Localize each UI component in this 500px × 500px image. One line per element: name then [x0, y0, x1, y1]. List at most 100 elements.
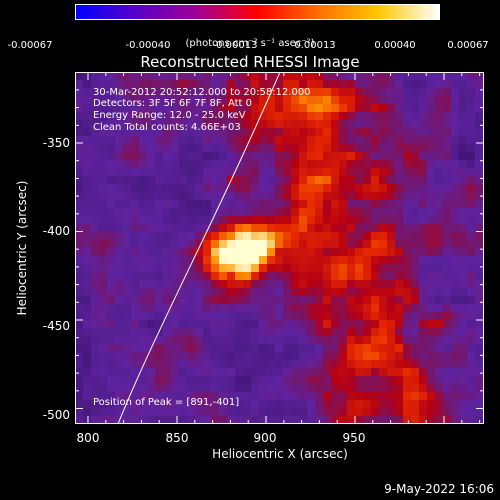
heatmap-cell: [123, 272, 132, 281]
heatmap-cell: [427, 128, 436, 137]
heatmap-cell: [347, 256, 356, 265]
heatmap-cell: [403, 168, 412, 177]
heatmap-cell: [115, 296, 124, 305]
heatmap-cell: [459, 224, 468, 233]
heatmap-cell: [147, 216, 156, 225]
heatmap-cell: [371, 408, 380, 417]
heatmap-cell: [379, 352, 388, 361]
heatmap-cell: [331, 280, 340, 289]
heatmap-cell: [155, 216, 164, 225]
heatmap-cell: [283, 376, 292, 385]
heatmap-cell: [131, 240, 140, 249]
heatmap-cell: [83, 368, 92, 377]
heatmap-cell: [323, 288, 332, 297]
heatmap-cell: [411, 72, 420, 81]
heatmap-cell: [427, 328, 436, 337]
heatmap-cell: [179, 400, 188, 409]
heatmap-cell: [155, 176, 164, 185]
heatmap-cell: [131, 264, 140, 273]
heatmap-cell: [427, 296, 436, 305]
heatmap-cell: [371, 104, 380, 113]
heatmap-cell: [211, 136, 220, 145]
heatmap-cell: [243, 416, 252, 424]
heatmap-cell: [307, 336, 316, 345]
heatmap-cell: [419, 328, 428, 337]
heatmap-cell: [371, 72, 380, 81]
heatmap-cell: [435, 384, 444, 393]
heatmap-cell: [355, 80, 364, 89]
heatmap-cell: [403, 280, 412, 289]
heatmap-cell: [435, 168, 444, 177]
heatmap-cell: [443, 192, 452, 201]
heatmap-cell: [299, 80, 308, 89]
heatmap-cell: [251, 104, 260, 113]
heatmap-cell: [131, 168, 140, 177]
heatmap-cell: [403, 320, 412, 329]
heatmap-cell: [131, 160, 140, 169]
heatmap-cell: [155, 288, 164, 297]
heatmap-cell: [307, 320, 316, 329]
heatmap-cell: [323, 216, 332, 225]
heatmap-cell: [187, 176, 196, 185]
heatmap-cell: [435, 240, 444, 249]
heatmap-cell: [435, 336, 444, 345]
heatmap-cell: [419, 208, 428, 217]
heatmap-cell: [235, 184, 244, 193]
heatmap-cell: [171, 128, 180, 137]
heatmap-cell: [163, 160, 172, 169]
heatmap-cell: [139, 368, 148, 377]
heatmap-cell: [195, 400, 204, 409]
heatmap-cell: [307, 384, 316, 393]
heatmap-cell: [475, 208, 484, 217]
heatmap-cell: [171, 232, 180, 241]
heatmap-cell: [283, 112, 292, 121]
heatmap-cell: [459, 128, 468, 137]
heatmap-cell: [187, 136, 196, 145]
heatmap-cell: [115, 328, 124, 337]
heatmap-cell: [339, 168, 348, 177]
heatmap-cell: [339, 104, 348, 113]
heatmap-cell: [427, 72, 436, 81]
heatmap-cell: [267, 344, 276, 353]
heatmap-cell: [251, 96, 260, 105]
heatmap-cell: [419, 160, 428, 169]
heatmap-cell: [267, 296, 276, 305]
heatmap-cell: [179, 192, 188, 201]
heatmap-cell: [419, 352, 428, 361]
heatmap-cell: [387, 232, 396, 241]
heatmap-cell: [91, 240, 100, 249]
colorbar-tick: 0.00040: [374, 40, 416, 51]
heatmap-cell: [227, 184, 236, 193]
heatmap-cell: [363, 400, 372, 409]
colorbar-tick: -0.00013: [212, 40, 258, 51]
heatmap-cell: [75, 216, 84, 225]
heatmap-cell: [275, 368, 284, 377]
heatmap-cell: [451, 216, 460, 225]
heatmap-cell: [427, 160, 436, 169]
heatmap-cell: [75, 304, 84, 313]
heatmap-cell: [299, 72, 308, 81]
heatmap-cell: [83, 104, 92, 113]
heatmap-cell: [451, 360, 460, 369]
heatmap-cell: [75, 128, 84, 137]
heatmap-cell: [267, 400, 276, 409]
heatmap-cell: [107, 360, 116, 369]
heatmap-cell: [275, 384, 284, 393]
heatmap-cell: [323, 176, 332, 185]
heatmap-cell: [171, 200, 180, 209]
heatmap-cell: [451, 224, 460, 233]
heatmap-cell: [323, 136, 332, 145]
x-tick-label: 850: [165, 431, 189, 445]
heatmap-cell: [107, 272, 116, 281]
heatmap-cell: [163, 224, 172, 233]
heatmap-cell: [451, 320, 460, 329]
heatmap-cell: [179, 280, 188, 289]
heatmap-cell: [179, 240, 188, 249]
heatmap-cell: [267, 128, 276, 137]
heatmap-cell: [291, 272, 300, 281]
heatmap-cell: [443, 312, 452, 321]
heatmap-cell: [307, 168, 316, 177]
heatmap-cell: [75, 248, 84, 257]
heatmap-cell: [187, 232, 196, 241]
heatmap-cell: [147, 272, 156, 281]
